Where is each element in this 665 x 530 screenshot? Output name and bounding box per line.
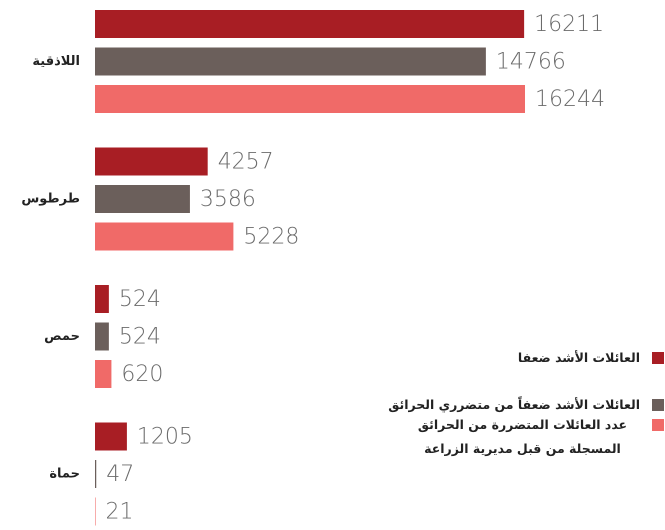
value-label: 16244 <box>535 87 605 112</box>
value-label: 4257 <box>218 150 274 175</box>
value-label: 524 <box>119 325 161 350</box>
bar <box>95 222 234 251</box>
value-label: 1205 <box>137 425 193 450</box>
value-label: 47 <box>106 462 134 487</box>
bar <box>95 85 525 113</box>
value-label: 524 <box>119 287 161 312</box>
bar <box>95 422 127 451</box>
bar <box>95 10 525 38</box>
value-label: 14766 <box>496 50 566 75</box>
category-label: حمص <box>44 329 80 344</box>
value-label: 5228 <box>243 225 299 250</box>
category-label: طرطوس <box>21 192 80 207</box>
bar <box>95 497 96 526</box>
legend-label: عدد العائلات المتضررة من الحرائق المسجلة… <box>417 417 628 456</box>
category-label: اللاذقية <box>32 54 80 69</box>
legend-swatch <box>652 399 664 411</box>
bar <box>95 360 112 388</box>
bar <box>95 47 486 76</box>
category-label: حماة <box>49 467 80 482</box>
bar <box>95 285 109 313</box>
value-label: 3586 <box>200 187 256 212</box>
legend-swatch <box>652 419 664 431</box>
value-label: 21 <box>106 500 134 525</box>
value-label: 620 <box>121 362 163 387</box>
legend-label: العائلات الأشد ضعفاً من متضرري الحرائق <box>388 397 640 412</box>
bar <box>95 460 97 488</box>
bar <box>95 185 190 213</box>
legend-label: العائلات الأشد ضعفا <box>517 350 640 365</box>
legend-swatch <box>652 352 664 364</box>
bar <box>95 147 208 176</box>
value-label: 16211 <box>534 12 604 37</box>
bar <box>95 322 109 351</box>
